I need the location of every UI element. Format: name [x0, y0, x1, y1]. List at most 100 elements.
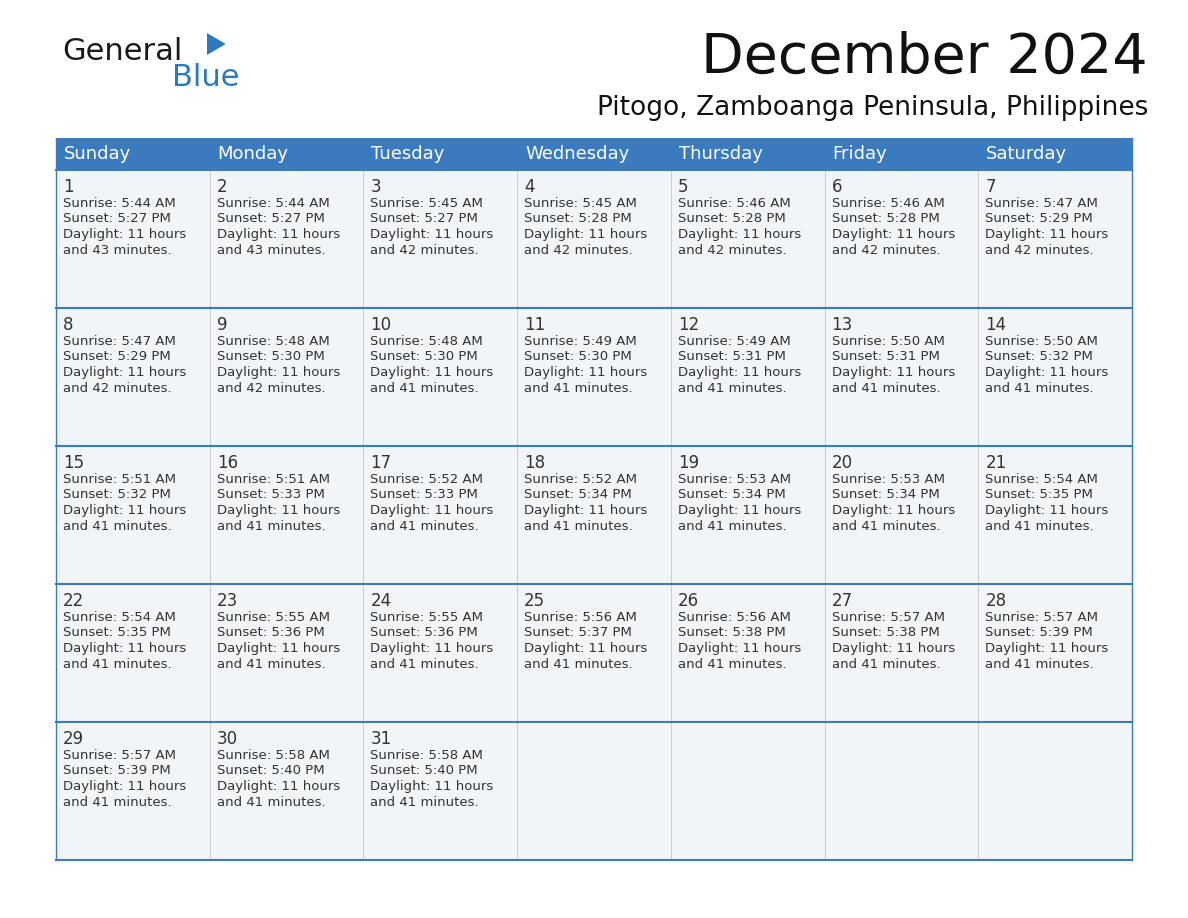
Text: and 41 minutes.: and 41 minutes.: [216, 520, 326, 532]
Text: and 42 minutes.: and 42 minutes.: [524, 243, 633, 256]
Text: Sunset: 5:33 PM: Sunset: 5:33 PM: [371, 488, 479, 501]
Text: 6: 6: [832, 178, 842, 196]
Text: Daylight: 11 hours: Daylight: 11 hours: [985, 228, 1108, 241]
Bar: [364, 584, 517, 722]
Text: Sunset: 5:31 PM: Sunset: 5:31 PM: [832, 351, 940, 364]
Text: and 41 minutes.: and 41 minutes.: [524, 520, 633, 532]
Text: Sunrise: 5:45 AM: Sunrise: 5:45 AM: [524, 197, 637, 210]
Text: and 41 minutes.: and 41 minutes.: [832, 520, 940, 532]
Text: Friday: Friday: [833, 145, 887, 163]
Text: Sunday: Sunday: [64, 145, 131, 163]
Text: Sunset: 5:34 PM: Sunset: 5:34 PM: [832, 488, 940, 501]
Text: 15: 15: [63, 454, 84, 472]
Text: Sunset: 5:28 PM: Sunset: 5:28 PM: [678, 212, 785, 226]
Text: and 41 minutes.: and 41 minutes.: [216, 796, 326, 809]
Text: Monday: Monday: [217, 145, 289, 163]
Text: Daylight: 11 hours: Daylight: 11 hours: [678, 504, 801, 517]
Text: Daylight: 11 hours: Daylight: 11 hours: [832, 504, 955, 517]
Text: Daylight: 11 hours: Daylight: 11 hours: [371, 228, 494, 241]
Text: Daylight: 11 hours: Daylight: 11 hours: [216, 366, 340, 379]
Bar: [56, 138, 1132, 170]
Text: Sunset: 5:32 PM: Sunset: 5:32 PM: [63, 488, 171, 501]
Bar: [824, 584, 978, 722]
Text: and 42 minutes.: and 42 minutes.: [371, 243, 479, 256]
Bar: [364, 446, 517, 584]
Text: 24: 24: [371, 592, 392, 610]
Text: Daylight: 11 hours: Daylight: 11 hours: [371, 504, 494, 517]
Text: 10: 10: [371, 316, 392, 334]
Text: Sunrise: 5:44 AM: Sunrise: 5:44 AM: [216, 197, 329, 210]
Text: Sunrise: 5:44 AM: Sunrise: 5:44 AM: [63, 197, 176, 210]
Text: Daylight: 11 hours: Daylight: 11 hours: [216, 642, 340, 655]
Text: Sunrise: 5:50 AM: Sunrise: 5:50 AM: [832, 335, 944, 348]
Text: Sunset: 5:36 PM: Sunset: 5:36 PM: [216, 626, 324, 640]
Text: Daylight: 11 hours: Daylight: 11 hours: [216, 228, 340, 241]
Text: Sunrise: 5:57 AM: Sunrise: 5:57 AM: [832, 611, 944, 624]
Bar: [978, 584, 1132, 722]
Text: Sunset: 5:27 PM: Sunset: 5:27 PM: [216, 212, 324, 226]
Bar: [210, 446, 364, 584]
Text: 13: 13: [832, 316, 853, 334]
Text: Daylight: 11 hours: Daylight: 11 hours: [832, 366, 955, 379]
Text: Sunrise: 5:54 AM: Sunrise: 5:54 AM: [985, 473, 1098, 486]
Bar: [56, 170, 210, 308]
Text: Sunset: 5:29 PM: Sunset: 5:29 PM: [985, 212, 1093, 226]
Bar: [210, 308, 364, 446]
Text: and 41 minutes.: and 41 minutes.: [63, 657, 171, 670]
Text: Daylight: 11 hours: Daylight: 11 hours: [985, 504, 1108, 517]
Text: and 41 minutes.: and 41 minutes.: [216, 657, 326, 670]
Bar: [517, 308, 671, 446]
Text: Sunset: 5:39 PM: Sunset: 5:39 PM: [63, 765, 171, 778]
Text: Daylight: 11 hours: Daylight: 11 hours: [524, 504, 647, 517]
Text: Blue: Blue: [172, 63, 240, 93]
Text: Sunrise: 5:56 AM: Sunrise: 5:56 AM: [524, 611, 637, 624]
Text: and 43 minutes.: and 43 minutes.: [216, 243, 326, 256]
Text: 20: 20: [832, 454, 853, 472]
Text: General: General: [62, 38, 183, 66]
Text: and 41 minutes.: and 41 minutes.: [985, 520, 1094, 532]
Text: 14: 14: [985, 316, 1006, 334]
Text: 29: 29: [63, 730, 84, 748]
Bar: [364, 170, 517, 308]
Text: Sunset: 5:30 PM: Sunset: 5:30 PM: [216, 351, 324, 364]
Text: Sunrise: 5:55 AM: Sunrise: 5:55 AM: [216, 611, 330, 624]
Bar: [824, 170, 978, 308]
Text: Daylight: 11 hours: Daylight: 11 hours: [371, 642, 494, 655]
Bar: [671, 722, 824, 860]
Text: 22: 22: [63, 592, 84, 610]
Bar: [56, 584, 210, 722]
Text: 5: 5: [678, 178, 688, 196]
Text: Sunrise: 5:58 AM: Sunrise: 5:58 AM: [216, 749, 329, 762]
Text: Daylight: 11 hours: Daylight: 11 hours: [216, 780, 340, 793]
Text: 23: 23: [216, 592, 238, 610]
Bar: [210, 170, 364, 308]
Text: Sunrise: 5:47 AM: Sunrise: 5:47 AM: [985, 197, 1098, 210]
Text: Sunset: 5:36 PM: Sunset: 5:36 PM: [371, 626, 479, 640]
Text: Sunset: 5:28 PM: Sunset: 5:28 PM: [524, 212, 632, 226]
Text: Sunrise: 5:57 AM: Sunrise: 5:57 AM: [985, 611, 1098, 624]
Text: Sunrise: 5:45 AM: Sunrise: 5:45 AM: [371, 197, 484, 210]
Bar: [824, 308, 978, 446]
Text: 28: 28: [985, 592, 1006, 610]
Text: 26: 26: [678, 592, 699, 610]
Text: Sunrise: 5:58 AM: Sunrise: 5:58 AM: [371, 749, 484, 762]
Bar: [978, 308, 1132, 446]
Bar: [56, 308, 210, 446]
Text: Sunrise: 5:53 AM: Sunrise: 5:53 AM: [678, 473, 791, 486]
Text: 8: 8: [63, 316, 74, 334]
Text: Sunrise: 5:57 AM: Sunrise: 5:57 AM: [63, 749, 176, 762]
Text: Sunrise: 5:52 AM: Sunrise: 5:52 AM: [371, 473, 484, 486]
Text: and 42 minutes.: and 42 minutes.: [985, 243, 1094, 256]
Text: Daylight: 11 hours: Daylight: 11 hours: [985, 366, 1108, 379]
Text: Daylight: 11 hours: Daylight: 11 hours: [678, 228, 801, 241]
Text: 27: 27: [832, 592, 853, 610]
Text: Sunset: 5:31 PM: Sunset: 5:31 PM: [678, 351, 785, 364]
Text: Sunrise: 5:52 AM: Sunrise: 5:52 AM: [524, 473, 637, 486]
Bar: [56, 722, 210, 860]
Text: Pitogo, Zamboanga Peninsula, Philippines: Pitogo, Zamboanga Peninsula, Philippines: [596, 95, 1148, 121]
Text: 7: 7: [985, 178, 996, 196]
Text: Sunrise: 5:55 AM: Sunrise: 5:55 AM: [371, 611, 484, 624]
Bar: [56, 446, 210, 584]
Text: Sunrise: 5:50 AM: Sunrise: 5:50 AM: [985, 335, 1098, 348]
Text: 30: 30: [216, 730, 238, 748]
